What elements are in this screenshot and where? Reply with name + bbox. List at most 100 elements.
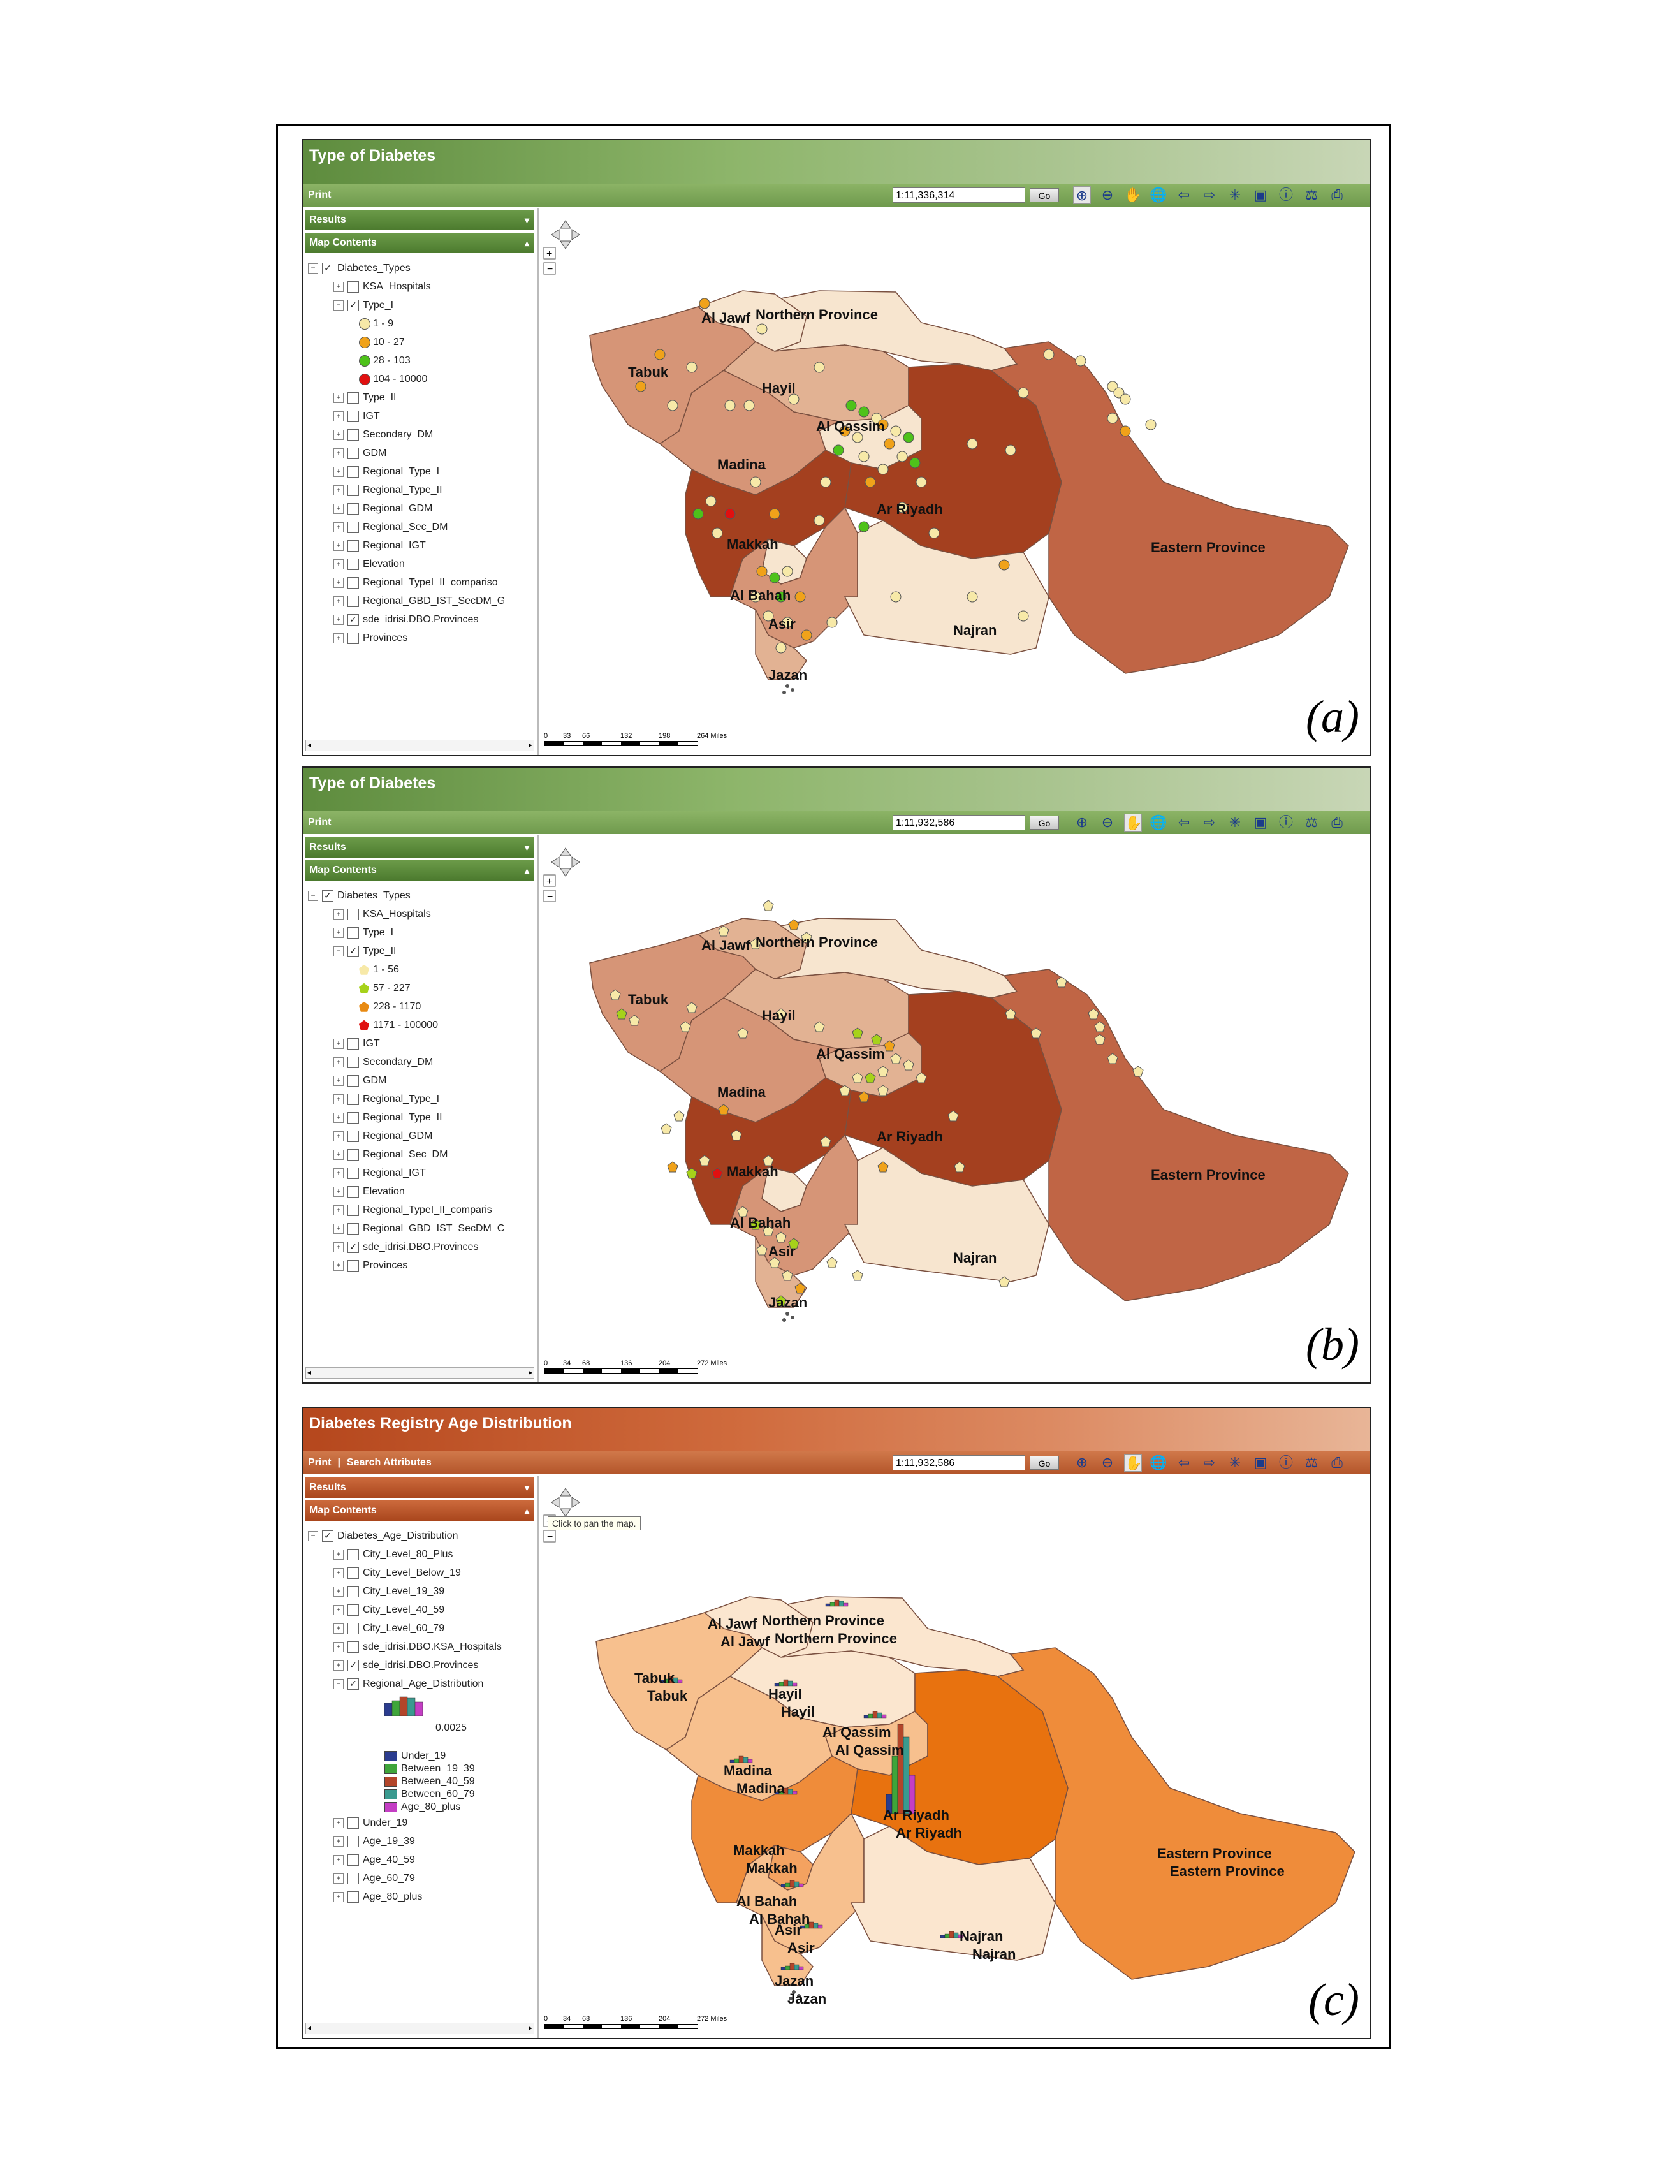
back-arrow-icon[interactable]: ⇦ <box>1178 814 1190 830</box>
full-extent-icon[interactable]: 🌐 <box>1150 814 1167 830</box>
expand-icon[interactable]: + <box>333 1149 344 1160</box>
forward-arrow-icon[interactable]: ⇨ <box>1203 1455 1216 1470</box>
map-contents-header[interactable]: Map Contents ▴ <box>305 860 534 881</box>
layer-item[interactable]: − ✓ Diabetes_Types <box>308 259 537 277</box>
expand-icon[interactable]: + <box>333 1223 344 1234</box>
expand-icon[interactable]: + <box>333 1205 344 1215</box>
zoom-out-icon[interactable] <box>543 1530 556 1543</box>
layer-item[interactable]: + Regional_Sec_DM <box>308 1145 537 1164</box>
layer-item[interactable]: + ✓ sde_idrisi.DBO.Provinces <box>308 610 537 629</box>
horizontal-scrollbar[interactable]: ◂ ▸ <box>305 2023 534 2034</box>
layer-item[interactable]: + Regional_Type_I <box>308 1090 537 1108</box>
layer-item[interactable]: + KSA_Hospitals <box>308 905 537 923</box>
layer-item[interactable]: + Elevation <box>308 1182 537 1201</box>
expand-icon[interactable]: + <box>333 485 344 495</box>
go-button[interactable]: Go <box>1030 1456 1059 1470</box>
scroll-left-icon[interactable]: ◂ <box>307 2023 312 2032</box>
layer-checkbox[interactable] <box>347 1093 359 1105</box>
layer-checkbox[interactable] <box>347 447 359 459</box>
layer-checkbox[interactable] <box>347 632 359 644</box>
collapse-icon[interactable]: − <box>308 263 318 274</box>
expand-icon[interactable]: + <box>333 1817 344 1828</box>
layer-item[interactable]: + ✓ sde_idrisi.DBO.Provinces <box>308 1238 537 1256</box>
expand-icon[interactable]: + <box>333 1186 344 1197</box>
expand-icon[interactable]: + <box>333 577 344 588</box>
print-map-icon[interactable]: ⎙ <box>1331 814 1343 830</box>
layer-item[interactable]: + GDM <box>308 1071 537 1090</box>
go-button[interactable]: Go <box>1030 188 1059 202</box>
expand-icon[interactable]: + <box>333 1586 344 1597</box>
map-canvas[interactable]: Al Jawf Northern Province Tabuk Hayil Al Qas… <box>539 208 1368 755</box>
collapse-icon[interactable]: − <box>308 1530 318 1541</box>
layer-checkbox[interactable] <box>347 484 359 496</box>
zoom-in-icon[interactable] <box>543 874 556 887</box>
zoom-in-icon[interactable] <box>543 247 556 260</box>
layer-item[interactable]: + Secondary_DM <box>308 1053 537 1071</box>
layer-checkbox[interactable] <box>347 1130 359 1142</box>
layer-checkbox[interactable] <box>347 1148 359 1161</box>
layer-item[interactable]: + City_Level_80_Plus <box>308 1545 537 1564</box>
xy-icon[interactable]: ✳ <box>1229 187 1241 203</box>
layer-checkbox[interactable] <box>347 410 359 422</box>
layer-checkbox[interactable] <box>347 1074 359 1087</box>
full-extent-icon[interactable]: 🌐 <box>1150 187 1167 203</box>
scale-input[interactable]: 1:11,932,586 <box>893 815 1025 830</box>
layer-item[interactable]: + Regional_TypeI_II_comparis <box>308 1201 537 1219</box>
layer-item[interactable]: + City_Level_60_79 <box>308 1619 537 1638</box>
expand-icon[interactable]: + <box>333 1168 344 1178</box>
results-header[interactable]: Results ▾ <box>305 1477 534 1498</box>
layer-item[interactable]: − ✓ Diabetes_Age_Distribution <box>308 1527 537 1545</box>
layer-checkbox[interactable] <box>347 576 359 589</box>
expand-icon[interactable]: + <box>333 1623 344 1634</box>
layer-checkbox[interactable]: ✓ <box>322 890 333 902</box>
layer-item[interactable]: + Regional_Type_II <box>308 1108 537 1127</box>
identify-icon[interactable]: ⓘ <box>1278 187 1293 203</box>
expand-icon[interactable]: + <box>333 1641 344 1652</box>
layer-checkbox[interactable] <box>347 521 359 533</box>
layer-checkbox[interactable] <box>347 1872 359 1884</box>
layer-item[interactable]: + Regional_GDM <box>308 499 537 518</box>
layer-checkbox[interactable] <box>347 1167 359 1179</box>
xy-icon[interactable]: ✳ <box>1229 1455 1241 1470</box>
results-header[interactable]: Results ▾ <box>305 210 534 230</box>
layer-item[interactable]: − ✓ Diabetes_Types <box>308 886 537 905</box>
expand-icon[interactable]: + <box>333 1260 344 1271</box>
pan-hand-icon[interactable]: ✋ <box>1124 814 1143 832</box>
layer-item[interactable]: + City_Level_Below_19 <box>308 1564 537 1582</box>
expand-icon[interactable]: + <box>333 909 344 920</box>
measure-icon[interactable]: ⚖ <box>1305 1455 1318 1470</box>
map-view[interactable]: Al Jawf Al Jawf Northern Province Northern … <box>539 1476 1370 2038</box>
chevron-down-icon[interactable]: ▾ <box>524 842 529 853</box>
layer-checkbox[interactable] <box>347 392 359 404</box>
back-arrow-icon[interactable]: ⇦ <box>1178 1455 1190 1470</box>
expand-icon[interactable]: + <box>333 1836 344 1847</box>
expand-icon[interactable]: + <box>333 503 344 514</box>
layer-item[interactable]: + Regional_IGT <box>308 536 537 555</box>
print-map-icon[interactable]: ⎙ <box>1331 187 1343 203</box>
layer-checkbox[interactable] <box>347 558 359 570</box>
expand-icon[interactable]: + <box>333 633 344 643</box>
identify-icon[interactable]: ⓘ <box>1278 1455 1293 1470</box>
layer-item[interactable]: − ✓ Type_II <box>308 942 537 960</box>
layer-checkbox[interactable] <box>347 1567 359 1579</box>
layer-checkbox[interactable] <box>347 1204 359 1216</box>
horizontal-scrollbar[interactable]: ◂ ▸ <box>305 1367 534 1379</box>
scroll-left-icon[interactable]: ◂ <box>307 740 312 749</box>
layer-checkbox[interactable] <box>347 1548 359 1560</box>
layer-item[interactable]: + City_Level_19_39 <box>308 1582 537 1601</box>
layer-checkbox[interactable] <box>347 1835 359 1847</box>
expand-icon[interactable]: + <box>333 1660 344 1671</box>
horizontal-scrollbar[interactable]: ◂ ▸ <box>305 740 534 751</box>
layer-item[interactable]: + Regional_GBD_IST_SecDM_G <box>308 592 537 610</box>
layer-checkbox[interactable] <box>347 1259 359 1272</box>
expand-icon[interactable]: + <box>333 1549 344 1560</box>
expand-icon[interactable]: + <box>333 1094 344 1104</box>
layer-checkbox[interactable]: ✓ <box>347 613 359 626</box>
forward-arrow-icon[interactable]: ⇨ <box>1203 187 1216 203</box>
layer-item[interactable]: + Type_II <box>308 388 537 407</box>
layer-checkbox[interactable] <box>347 908 359 920</box>
layer-item[interactable]: + Provinces <box>308 1256 537 1275</box>
expand-icon[interactable]: + <box>333 596 344 606</box>
collapse-icon[interactable]: − <box>333 1678 344 1689</box>
layer-item[interactable]: + IGT <box>308 407 537 425</box>
